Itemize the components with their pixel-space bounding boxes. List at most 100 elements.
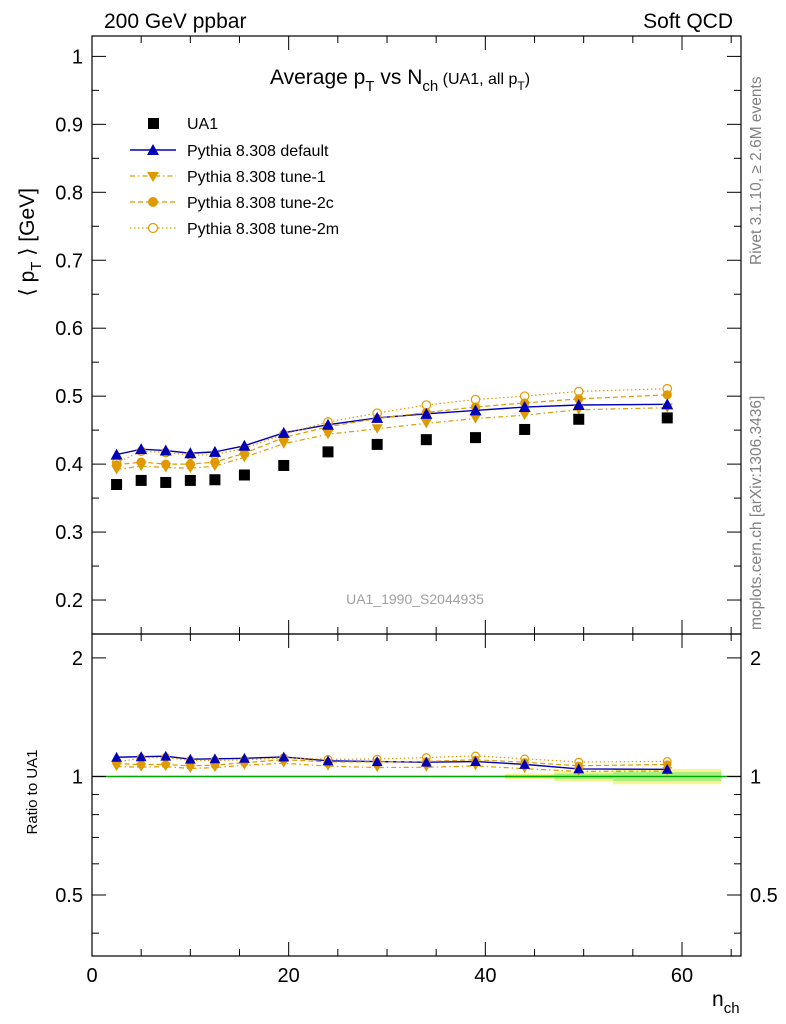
point-ua1 bbox=[519, 423, 531, 435]
y-axis-label-sub: T bbox=[28, 262, 45, 271]
legend-marker-ua1 bbox=[148, 118, 159, 129]
legend-marker-tune-2m bbox=[147, 222, 159, 234]
legend-entry-ua1: UA1 bbox=[148, 116, 218, 133]
y-tick-label: 0.8 bbox=[55, 182, 83, 204]
point-ua1 bbox=[420, 434, 432, 446]
ratio-axis-ticks bbox=[91, 634, 741, 956]
point-tune-1 bbox=[209, 763, 220, 773]
point-tune-1 bbox=[238, 452, 250, 463]
x-axis-tick-labels: 0 20 40 60 bbox=[86, 965, 693, 987]
ratio-axis-tick-labels: 0.5 0.5 1 1 2 2 bbox=[55, 648, 778, 907]
ratio-plot: 0.5 0.5 1 1 2 2 Ratio to UA1 0 20 40 60 nch bbox=[24, 633, 778, 1017]
point-default bbox=[322, 418, 334, 430]
main-axis-ticks bbox=[91, 36, 741, 635]
point-tune-1 bbox=[371, 424, 383, 434]
y-tick-label: 0.6 bbox=[55, 318, 83, 340]
point-tune-1 bbox=[322, 429, 334, 440]
header-left: 200 GeV ppbar bbox=[104, 10, 246, 33]
legend-label-default: Pythia 8.308 default bbox=[187, 143, 329, 160]
point-default bbox=[371, 756, 383, 767]
point-tune-1 bbox=[185, 764, 196, 773]
point-default bbox=[208, 445, 221, 457]
point-default bbox=[135, 443, 148, 455]
curve-default bbox=[116, 403, 668, 456]
legend-marker-default bbox=[147, 144, 159, 155]
curve-tune-1 bbox=[116, 407, 668, 471]
ratio-plot-frame bbox=[91, 633, 742, 957]
point-default bbox=[184, 753, 196, 764]
ratio-y-axis-label: Ratio to UA1 bbox=[24, 749, 41, 834]
point-default bbox=[111, 751, 122, 762]
y-tick-label: 0.9 bbox=[55, 114, 83, 136]
curve-tune-2c bbox=[116, 394, 668, 466]
y-tick-label: 0.3 bbox=[55, 522, 83, 544]
point-default bbox=[238, 439, 251, 451]
x-tick-label: 20 bbox=[278, 965, 300, 987]
x-axis-label: nch bbox=[712, 988, 740, 1017]
ratio-curve-tune-2c bbox=[116, 759, 668, 767]
point-default bbox=[661, 763, 673, 774]
legend-entry-default: Pythia 8.308 default bbox=[130, 143, 329, 160]
plot-title-part-mid: vs N bbox=[375, 66, 423, 89]
point-default bbox=[518, 401, 531, 413]
ratio-curve-tune-2m bbox=[116, 755, 668, 763]
point-ua1 bbox=[322, 446, 334, 458]
point-default bbox=[573, 763, 585, 774]
point-tune-1 bbox=[111, 762, 122, 772]
point-tune-1 bbox=[135, 461, 147, 472]
plot-title-part-small: (UA1, all p bbox=[438, 71, 517, 88]
point-default bbox=[277, 426, 290, 438]
legend-entry-tune-2c: Pythia 8.308 tune-2c bbox=[130, 195, 334, 212]
point-default bbox=[135, 751, 147, 762]
point-default bbox=[420, 756, 432, 767]
legend-label-tune-2m: Pythia 8.308 tune-2m bbox=[187, 221, 339, 238]
point-tune-1 bbox=[160, 762, 171, 772]
plot-title-part-main: Average p bbox=[270, 66, 365, 89]
point-default bbox=[184, 447, 197, 459]
point-default bbox=[420, 407, 433, 419]
ratio-tick-label-left: 0.5 bbox=[55, 885, 83, 907]
x-axis-label-sub: ch bbox=[724, 1000, 740, 1017]
point-tune-1 bbox=[470, 414, 481, 424]
legend-entry-tune-1: Pythia 8.308 tune-1 bbox=[130, 169, 326, 186]
point-tune-1 bbox=[239, 761, 250, 770]
point-default bbox=[371, 411, 384, 423]
ratio-tick-label-left: 2 bbox=[72, 648, 83, 670]
point-default bbox=[572, 398, 585, 410]
main-axis-tick-labels: 0.2 0.3 0.4 0.5 0.6 0.7 0.8 0.9 1 bbox=[55, 46, 83, 612]
point-ua1 bbox=[470, 432, 481, 444]
point-ua1 bbox=[573, 413, 585, 425]
analysis-watermark: UA1_1990_S2044935 bbox=[346, 591, 484, 607]
legend-label-tune-2c: Pythia 8.308 tune-2c bbox=[187, 195, 334, 212]
point-default bbox=[519, 758, 531, 769]
plot-title-sub-1: T bbox=[365, 78, 374, 95]
plot-title: Average pT vs Nch (UA1, all pT) bbox=[270, 66, 530, 95]
x-tick-label: 60 bbox=[671, 965, 693, 987]
ratio-series bbox=[111, 750, 673, 776]
plot-title-sub-3: T bbox=[517, 79, 525, 93]
legend-label-tune-1: Pythia 8.308 tune-1 bbox=[187, 169, 326, 186]
point-default bbox=[661, 398, 674, 410]
curve-tune-2m bbox=[116, 388, 668, 464]
point-tune-1 bbox=[278, 439, 290, 449]
point-tune-1 bbox=[136, 763, 147, 772]
point-ua1 bbox=[238, 469, 250, 481]
plot-title-sub-2: ch bbox=[422, 78, 438, 95]
point-ua1 bbox=[184, 474, 196, 486]
point-tune-1 bbox=[209, 461, 221, 472]
point-ua1 bbox=[111, 479, 123, 490]
point-default bbox=[159, 444, 172, 456]
main-plot: 0.20.30.40.50.60.70.80.91 Average pT vs … bbox=[16, 35, 742, 635]
point-default bbox=[110, 448, 123, 460]
ratio-tick-label-right: 1 bbox=[750, 766, 761, 788]
point-ua1 bbox=[209, 474, 221, 486]
legend: UA1 Pythia 8.308 default Pythia 8.308 tu… bbox=[130, 116, 339, 238]
y-axis-label: ⟨ pT ⟩ [GeV] bbox=[16, 188, 45, 296]
y-tick-label: 0.5 bbox=[55, 386, 83, 408]
y-tick-label: 0.2 bbox=[55, 590, 83, 612]
point-ua1 bbox=[661, 412, 673, 424]
y-axis-label-post: ⟩ [GeV] bbox=[16, 188, 39, 262]
legend-entry-tune-2m: Pythia 8.308 tune-2m bbox=[130, 221, 339, 238]
main-series bbox=[110, 383, 674, 490]
point-ua1 bbox=[371, 438, 383, 450]
